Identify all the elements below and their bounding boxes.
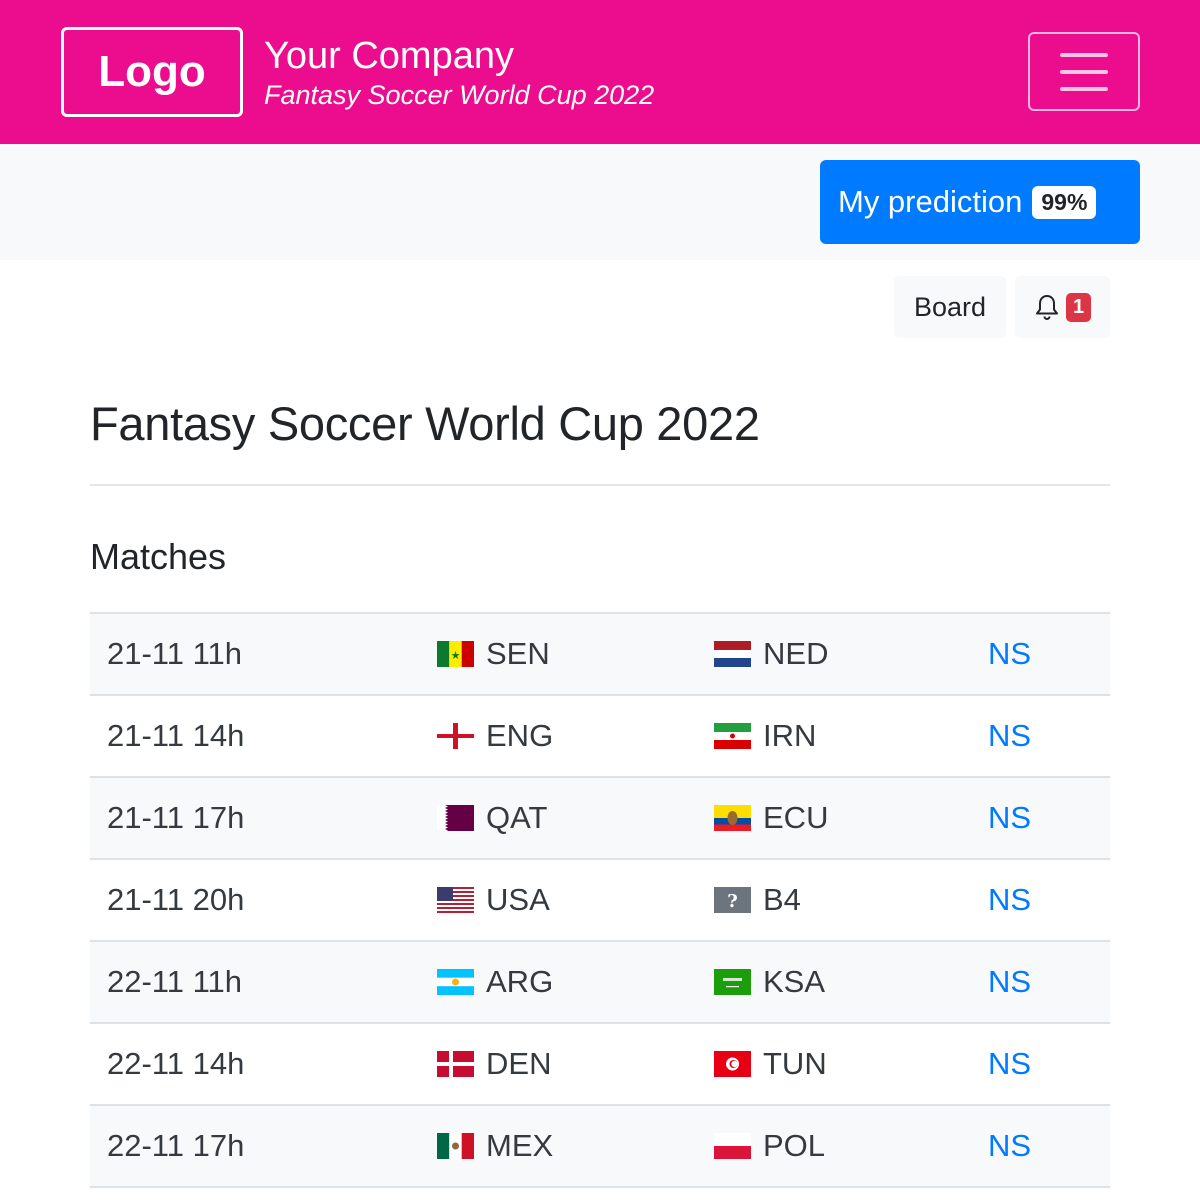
- flag-icon-eng: [437, 723, 474, 749]
- match-status-link[interactable]: NS: [988, 1046, 1032, 1081]
- away-team-code: B4: [763, 882, 801, 917]
- section-title: Matches: [90, 536, 227, 577]
- match-status-link[interactable]: NS: [988, 1128, 1032, 1163]
- company-subtitle: Fantasy Soccer World Cup 2022: [264, 80, 655, 110]
- page-title: Fantasy Soccer World Cup 2022: [90, 397, 760, 450]
- match-time: 22-11 17h: [107, 1128, 245, 1163]
- flag-icon-qat: [437, 805, 474, 831]
- match-time: 21-11 11h: [107, 636, 243, 671]
- flag-icon-pol: [714, 1133, 751, 1159]
- home-team-code: SEN: [486, 636, 550, 671]
- match-row[interactable]: 22-11 14h DEN TUN NS: [90, 1024, 1110, 1106]
- home-team-code: ARG: [486, 964, 554, 999]
- match-time: 22-11 11h: [107, 964, 243, 999]
- away-team-code: TUN: [763, 1046, 827, 1081]
- flag-icon-ecu: [714, 805, 751, 831]
- home-team: DEN: [437, 1046, 551, 1082]
- flag-icon-mex: [437, 1133, 474, 1159]
- my-prediction-button[interactable]: My prediction 99%: [820, 160, 1140, 244]
- away-team: ? B4: [714, 882, 801, 918]
- home-team-code: ENG: [486, 718, 554, 753]
- away-team: KSA: [714, 964, 825, 1000]
- match-row[interactable]: 21-11 17h QAT ECU NS: [90, 778, 1110, 860]
- logo[interactable]: Logo: [61, 27, 243, 117]
- match-row[interactable]: 21-11 14h ENG IRN NS: [90, 696, 1110, 778]
- match-status-link[interactable]: NS: [988, 800, 1032, 835]
- home-team: QAT: [437, 800, 547, 836]
- match-row[interactable]: 22-11 11h ARG KSA NS: [90, 942, 1110, 1024]
- away-team: NED: [714, 636, 828, 672]
- match-status-link[interactable]: NS: [988, 718, 1032, 753]
- match-row[interactable]: 21-11 11h ★ SEN NED NS: [90, 614, 1110, 696]
- notifications-button[interactable]: 1: [1015, 276, 1110, 338]
- match-time: 21-11 20h: [107, 882, 245, 917]
- flag-icon-den: [437, 1051, 474, 1077]
- match-status-link[interactable]: NS: [988, 636, 1032, 671]
- hamburger-icon: [1060, 52, 1108, 57]
- home-team: MEX: [437, 1128, 553, 1164]
- prediction-percent-badge: 99%: [1032, 185, 1097, 219]
- home-team-code: QAT: [486, 800, 548, 835]
- flag-icon-tun: [714, 1051, 751, 1077]
- company-name: Your Company: [264, 35, 514, 77]
- brand: Your Company Fantasy Soccer World Cup 20…: [264, 34, 654, 112]
- match-status-link[interactable]: NS: [988, 964, 1032, 999]
- home-team-code: USA: [486, 882, 550, 917]
- match-time: 22-11 14h: [107, 1046, 245, 1081]
- bell-icon: [1035, 295, 1058, 320]
- match-row[interactable]: 21-11 20h USA ? B4 NS: [90, 860, 1110, 942]
- home-team: ARG: [437, 964, 553, 1000]
- home-team: USA: [437, 882, 550, 918]
- hamburger-icon-line: [1060, 86, 1108, 91]
- svg-text:?: ?: [727, 891, 738, 912]
- flag-icon-ksa: [714, 969, 751, 995]
- away-team: POL: [714, 1128, 825, 1164]
- flag-icon-usa: [437, 887, 474, 913]
- home-team-code: MEX: [486, 1128, 554, 1163]
- away-team-code: NED: [763, 636, 829, 671]
- home-team: ENG: [437, 718, 553, 754]
- away-team-code: KSA: [763, 964, 826, 999]
- board-button[interactable]: Board: [894, 276, 1006, 338]
- flag-icon-b4: ?: [714, 887, 751, 913]
- away-team: ECU: [714, 800, 828, 836]
- hamburger-icon-line: [1060, 69, 1108, 74]
- flag-icon-ned: [714, 641, 751, 667]
- home-team-code: DEN: [486, 1046, 552, 1081]
- menu-toggle-button[interactable]: [1028, 32, 1140, 111]
- away-team: TUN: [714, 1046, 827, 1082]
- flag-icon-arg: [437, 969, 474, 995]
- toolbar: Board 1: [894, 276, 1110, 338]
- home-team: ★ SEN: [437, 636, 550, 672]
- top-navbar: Logo Your Company Fantasy Soccer World C…: [0, 0, 1200, 144]
- prediction-label: My prediction: [838, 184, 1023, 219]
- match-row[interactable]: 22-11 17h MEX POL NS: [90, 1106, 1110, 1188]
- notification-count-badge: 1: [1065, 292, 1092, 322]
- prediction-bar: My prediction 99%: [0, 144, 1200, 260]
- away-team-code: IRN: [763, 718, 817, 753]
- flag-icon-sen: ★: [437, 641, 474, 667]
- flag-icon-irn: [714, 723, 751, 749]
- match-status-link[interactable]: NS: [988, 882, 1032, 917]
- away-team-code: POL: [763, 1128, 826, 1163]
- match-time: 21-11 17h: [107, 800, 245, 835]
- matches-table: 21-11 11h ★ SEN NED NS 21-11 14h ENG IRN N…: [90, 612, 1110, 1188]
- svg-text:★: ★: [451, 650, 461, 662]
- match-time: 21-11 14h: [107, 718, 245, 753]
- divider: [90, 484, 1110, 486]
- away-team-code: ECU: [763, 800, 829, 835]
- away-team: IRN: [714, 718, 816, 754]
